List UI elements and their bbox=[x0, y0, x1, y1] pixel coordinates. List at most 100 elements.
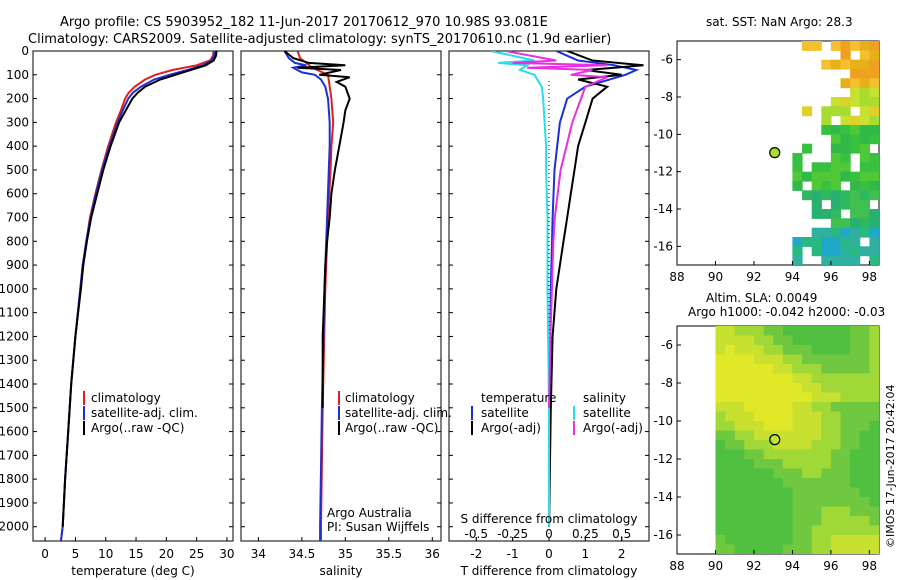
depth-tick-label: 1900 bbox=[0, 496, 29, 510]
sla-cell bbox=[802, 554, 812, 564]
sla-cell bbox=[811, 354, 822, 365]
sla-cell bbox=[830, 468, 842, 479]
sla-cell bbox=[715, 335, 726, 346]
sla-cell bbox=[744, 506, 755, 517]
sla-cell bbox=[821, 364, 832, 375]
sla-cell bbox=[734, 525, 745, 536]
sla-cell bbox=[734, 487, 745, 498]
sst-cell bbox=[879, 172, 889, 182]
salinity-xlabel: salinity bbox=[319, 564, 362, 578]
sla-cell bbox=[725, 544, 736, 554]
sla-map-title-2: Argo h1000: -0.042 h2000: -0.03 bbox=[688, 305, 885, 319]
sla-cell bbox=[754, 478, 765, 489]
sla-cell bbox=[840, 430, 851, 441]
sla-cell bbox=[859, 468, 870, 479]
sst-cell bbox=[879, 144, 889, 154]
map-x-tick-label: 88 bbox=[669, 559, 684, 573]
sst-cell bbox=[879, 200, 889, 210]
sla-cell bbox=[869, 326, 879, 337]
sst-cell bbox=[830, 171, 842, 182]
sla-cell bbox=[792, 468, 803, 479]
sla-cell bbox=[821, 516, 832, 527]
sst-cell bbox=[850, 59, 861, 70]
sla-cell bbox=[811, 373, 822, 384]
sla-cell bbox=[840, 345, 851, 356]
sla-cell bbox=[792, 354, 803, 365]
sla-cell bbox=[869, 440, 879, 451]
sla-cell bbox=[821, 430, 832, 441]
sst-cell bbox=[869, 97, 879, 107]
sst-cell bbox=[811, 227, 822, 238]
sla-cell bbox=[840, 392, 851, 403]
legend-label-argo: Argo(..raw -QC) bbox=[345, 421, 438, 435]
sla-cell bbox=[850, 440, 861, 451]
sla-cell bbox=[812, 554, 822, 564]
salinity-legend: climatology satellite-adj. clim. Argo(..… bbox=[327, 391, 452, 534]
sla-cell bbox=[802, 430, 813, 441]
sla-cell bbox=[840, 516, 851, 527]
sla-cell bbox=[859, 326, 870, 337]
sla-cell bbox=[792, 487, 803, 498]
sla-cell bbox=[734, 402, 745, 413]
sst-cell bbox=[840, 134, 851, 145]
sst-cell bbox=[850, 181, 861, 191]
sla-cell bbox=[879, 364, 889, 374]
sla-cell bbox=[725, 421, 736, 432]
sla-cell bbox=[754, 544, 765, 554]
sla-cell bbox=[830, 487, 842, 498]
sla-cell bbox=[811, 364, 822, 375]
sla-cell bbox=[754, 354, 765, 365]
sst-map-title: sat. SST: NaN Argo: 28.3 bbox=[706, 15, 853, 29]
sla-cell bbox=[830, 373, 842, 384]
sst-cell bbox=[869, 227, 879, 238]
title-line-2: Climatology: CARS2009. Satellite-adjuste… bbox=[28, 32, 611, 47]
sla-cell bbox=[725, 411, 736, 422]
sst-cell bbox=[879, 256, 889, 266]
sla-cell bbox=[782, 478, 793, 489]
sla-cell bbox=[763, 544, 774, 554]
sst-cell bbox=[869, 218, 879, 229]
sla-cell bbox=[859, 364, 870, 375]
map-y-tick-label: -16 bbox=[653, 528, 673, 542]
sst-cell bbox=[859, 209, 870, 219]
sst-cell bbox=[821, 59, 832, 70]
legend-label-argo: Argo(..raw -QC) bbox=[91, 421, 184, 435]
sst-cell bbox=[850, 87, 861, 98]
sla-cell bbox=[850, 326, 861, 337]
sst-cell bbox=[840, 97, 851, 107]
sst-cell bbox=[850, 209, 861, 219]
sla-cell bbox=[869, 373, 879, 384]
sst-cell bbox=[830, 143, 842, 154]
sla-cell bbox=[763, 402, 774, 413]
sla-cell bbox=[811, 411, 822, 422]
sla-cell bbox=[715, 373, 726, 384]
sla-cell bbox=[734, 421, 745, 432]
sla-cell bbox=[754, 411, 765, 422]
x-tick-label: 25 bbox=[189, 547, 204, 561]
sla-cell bbox=[763, 411, 774, 422]
x-tick-label: -1 bbox=[507, 547, 519, 561]
sla-cell bbox=[725, 402, 736, 413]
x-tick-label: 2 bbox=[618, 547, 626, 561]
sla-cell bbox=[715, 430, 726, 441]
sla-cell bbox=[859, 421, 870, 432]
sla-cell bbox=[792, 402, 803, 413]
map-x-tick-label: 90 bbox=[708, 270, 723, 284]
sla-cell bbox=[859, 383, 870, 394]
sst-cell bbox=[821, 171, 832, 182]
depth-tick-label: 2000 bbox=[0, 520, 29, 534]
series-line-temperature-argo bbox=[548, 51, 644, 527]
sla-cell bbox=[773, 354, 784, 365]
sla-cell bbox=[715, 411, 726, 422]
sst-cell bbox=[840, 115, 851, 126]
series-line-argo bbox=[283, 51, 351, 408]
sst-cell bbox=[830, 97, 842, 107]
sla-cell bbox=[811, 468, 822, 479]
sla-cell bbox=[744, 383, 755, 394]
sla-cell bbox=[821, 544, 832, 554]
x-tick-label: 0.5 bbox=[612, 527, 631, 541]
sla-cell bbox=[802, 411, 813, 422]
sst-cell bbox=[821, 209, 832, 219]
sla-cell bbox=[792, 449, 803, 460]
depth-tick-label: 1400 bbox=[0, 377, 29, 391]
